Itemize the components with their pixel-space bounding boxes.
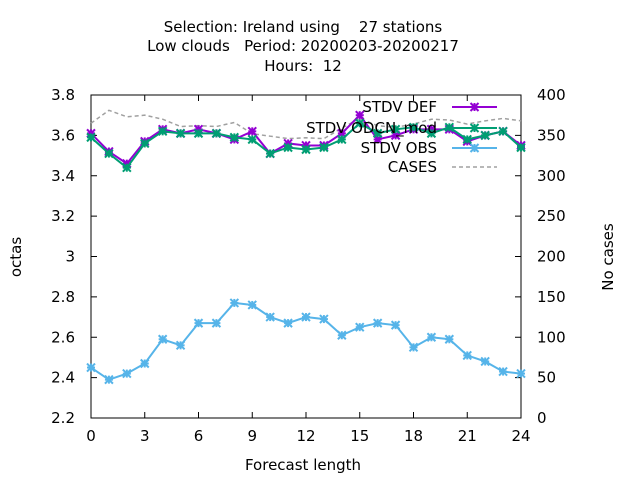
plot-area (86, 109, 526, 385)
legend-label-stdv-obs: STDV OBS (361, 139, 437, 157)
data-point-stdv-obs (444, 334, 455, 344)
x-tick-label: 24 (511, 427, 530, 445)
y2-tick-label: 150 (537, 288, 566, 306)
y2-tick-label: 50 (537, 369, 556, 387)
data-point-stdv-odcn-mod (337, 134, 347, 145)
data-point-stdv-odcn-mod (301, 144, 311, 155)
y-tick-label: 2.2 (51, 409, 75, 427)
data-point-stdv-obs (480, 356, 490, 367)
data-point-stdv-odcn-mod (390, 124, 401, 135)
x-tick-label: 12 (296, 427, 315, 445)
y2-axis-label: No cases (599, 223, 617, 291)
data-point-stdv-obs (175, 340, 186, 351)
data-point-stdv-obs (193, 318, 204, 328)
data-point-stdv-odcn-mod (265, 148, 275, 159)
data-point-stdv-def (355, 110, 365, 120)
data-point-stdv-odcn-mod (175, 128, 186, 139)
y2-tick-label: 0 (537, 409, 547, 427)
axes: 0 3 6 9 12 15 18 21 24 2.2 2.4 2.6 2.8 3 3.2 3.4 3.6 3.8 0… (51, 86, 566, 445)
data-point-stdv-obs (122, 368, 132, 379)
y2-tick-label: 350 (537, 126, 566, 144)
data-point-stdv-odcn-mod (355, 118, 365, 128)
legend-marker-stdv-obs (469, 143, 480, 153)
data-point-stdv-obs (265, 312, 275, 322)
data-point-stdv-odcn-mod (122, 162, 132, 173)
data-point-stdv-odcn-mod (372, 128, 383, 139)
data-point-stdv-odcn-mod (86, 132, 96, 143)
y2-tick-label: 250 (537, 207, 566, 225)
data-point-stdv-obs (104, 374, 114, 385)
data-point-stdv-obs (211, 318, 222, 328)
title-line-3: Hours: 12 (264, 57, 342, 75)
data-point-stdv-odcn-mod (426, 128, 437, 139)
y2-tick-label: 300 (537, 167, 566, 185)
x-tick-label: 0 (86, 427, 96, 445)
y-tick-label: 2.8 (51, 288, 75, 306)
y-tick-label: 2.6 (51, 328, 75, 346)
data-point-stdv-obs (408, 342, 419, 353)
y-tick-label: 3.6 (51, 126, 75, 144)
data-point-stdv-odcn-mod (211, 128, 222, 139)
data-point-stdv-obs (157, 334, 168, 344)
data-point-stdv-odcn-mod (498, 126, 508, 137)
x-tick-label: 21 (458, 427, 477, 445)
legend-marker-stdv-odcn-mod (469, 123, 480, 133)
data-point-stdv-odcn-mod (247, 134, 257, 145)
data-point-stdv-obs (390, 320, 401, 330)
y-tick-label: 3.8 (51, 86, 75, 104)
legend-label-stdv-def: STDV DEF (362, 98, 437, 116)
data-point-stdv-def (247, 126, 257, 137)
x-tick-label: 3 (140, 427, 150, 445)
x-tick-label: 9 (247, 427, 257, 445)
data-point-stdv-obs (283, 318, 293, 328)
series-line-cases (90, 109, 522, 140)
title-line-1: Selection: Ireland using 27 stations (164, 18, 443, 36)
data-point-stdv-obs (301, 312, 311, 322)
y-tick-label: 3.2 (51, 207, 75, 225)
legend-marker-stdv-def (469, 102, 480, 112)
data-point-stdv-obs (462, 350, 472, 361)
x-tick-label: 6 (194, 427, 204, 445)
x-tick-label: 15 (350, 427, 369, 445)
data-point-stdv-odcn-mod (157, 126, 168, 137)
y-tick-label: 2.4 (51, 369, 75, 387)
data-point-stdv-odcn-mod (516, 142, 526, 153)
data-point-stdv-obs (229, 298, 240, 308)
data-point-stdv-odcn-mod (140, 138, 150, 149)
data-point-stdv-obs (247, 300, 257, 310)
data-point-stdv-obs (426, 332, 437, 342)
y-axis-label: octas (7, 237, 25, 277)
title-line-2: Low clouds Period: 20200203-20200217 (147, 37, 459, 55)
data-point-stdv-odcn-mod (480, 130, 490, 141)
legend-label-cases: CASES (388, 158, 437, 176)
x-axis-label: Forecast length (245, 456, 361, 474)
legend-label-stdv-odcn-mod: STDV ODCN_mod (306, 119, 437, 138)
y2-tick-label: 400 (537, 86, 566, 104)
data-point-stdv-odcn-mod (193, 128, 204, 139)
data-point-stdv-obs (372, 318, 383, 328)
data-point-stdv-odcn-mod (229, 132, 240, 143)
data-point-stdv-obs (337, 330, 347, 340)
data-point-stdv-obs (516, 368, 526, 379)
y-tick-label: 3 (65, 248, 75, 266)
data-point-stdv-obs (140, 358, 150, 369)
data-point-stdv-obs (498, 366, 508, 377)
chart-title: Selection: Ireland using 27 stations Low… (147, 18, 459, 75)
data-point-stdv-obs (355, 322, 365, 332)
data-point-stdv-odcn-mod (283, 142, 293, 153)
y2-tick-label: 100 (537, 328, 566, 346)
x-tick-label: 18 (404, 427, 423, 445)
data-point-stdv-odcn-mod (319, 142, 329, 153)
data-point-stdv-odcn-mod (104, 148, 114, 159)
y-tick-label: 3.4 (51, 167, 75, 185)
y2-tick-label: 200 (537, 248, 566, 266)
data-point-stdv-odcn-mod (462, 134, 472, 145)
data-point-stdv-odcn-mod (408, 122, 419, 133)
data-point-stdv-obs (86, 362, 96, 373)
data-point-stdv-obs (319, 314, 329, 324)
